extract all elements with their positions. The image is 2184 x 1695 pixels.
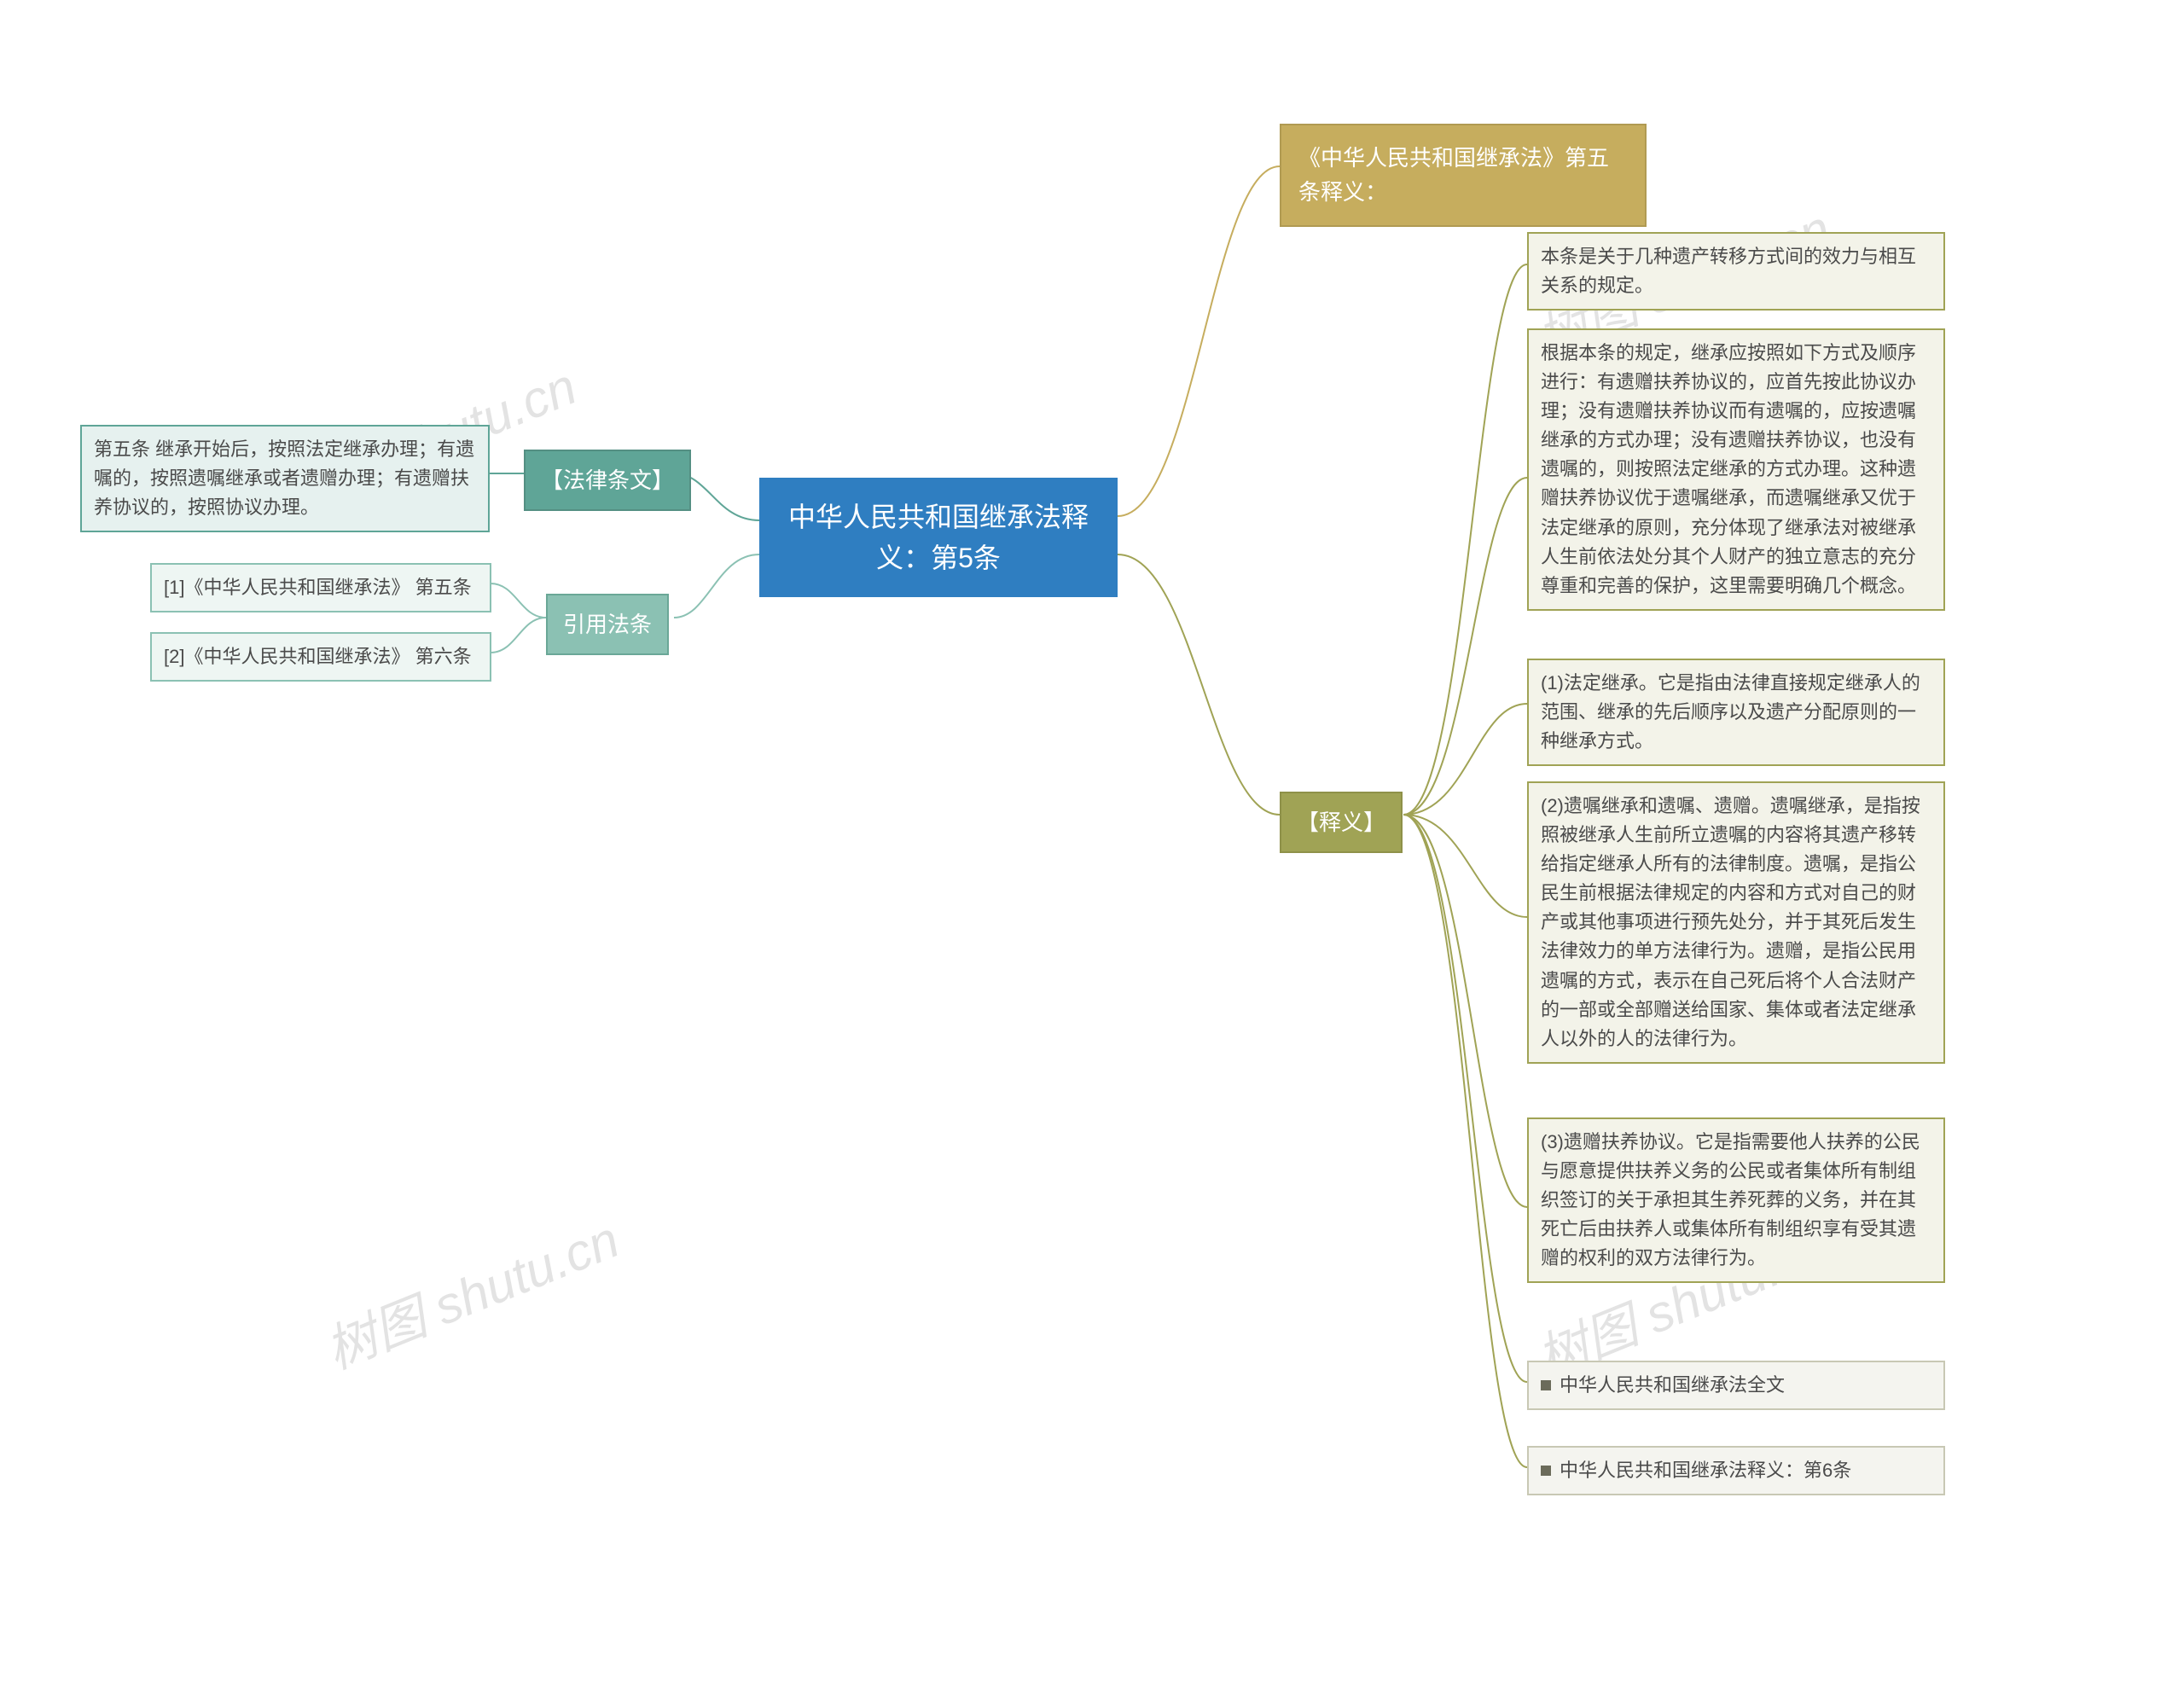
interp-p4: (2)遗嘱继承和遗嘱、遗赠。遗嘱继承，是指按照被继承人生前所立遗嘱的内容将其遗产… bbox=[1527, 781, 1945, 1064]
root-line1: 中华人民共和国继承法释 bbox=[781, 496, 1095, 537]
watermark: 树图 shutu.cn bbox=[313, 1199, 629, 1384]
root-node: 中华人民共和国继承法释 义：第5条 bbox=[759, 478, 1118, 597]
interp-p5: (3)遗赠扶养协议。它是指需要他人扶养的公民与愿意提供扶养义务的公民或者集体所有… bbox=[1527, 1117, 1945, 1283]
interp-link2: 中华人民共和国继承法释义：第6条 bbox=[1527, 1446, 1945, 1495]
cite-item-2: [2]《中华人民共和国继承法》 第六条 bbox=[150, 632, 491, 682]
law-text-body: 第五条 继承开始后，按照法定继承办理；有遗嘱的，按照遗嘱继承或者遗赠办理；有遗赠… bbox=[80, 425, 490, 532]
interp-link1-text: 中华人民共和国继承法全文 bbox=[1560, 1374, 1785, 1396]
root-line2: 义：第5条 bbox=[781, 537, 1095, 578]
cite-item-1: [1]《中华人民共和国继承法》 第五条 bbox=[150, 563, 491, 612]
bullet-icon bbox=[1541, 1466, 1551, 1476]
law-text-label: 【法律条文】 bbox=[524, 450, 691, 511]
interp-p2: 根据本条的规定，继承应按照如下方式及顺序进行：有遗赠扶养协议的，应首先按此协议办… bbox=[1527, 328, 1945, 611]
interp-link2-text: 中华人民共和国继承法释义：第6条 bbox=[1560, 1460, 1851, 1481]
interp-label: 【释义】 bbox=[1280, 792, 1403, 853]
interp-p3: (1)法定继承。它是指由法律直接规定继承人的范围、继承的先后顺序以及遗产分配原则… bbox=[1527, 659, 1945, 766]
bullet-icon bbox=[1541, 1380, 1551, 1390]
cite-label: 引用法条 bbox=[546, 594, 669, 655]
interp-link1: 中华人民共和国继承法全文 bbox=[1527, 1361, 1945, 1410]
right-heading: 《中华人民共和国继承法》第五条释义： bbox=[1280, 124, 1647, 227]
interp-p1: 本条是关于几种遗产转移方式间的效力与相互关系的规定。 bbox=[1527, 232, 1945, 311]
